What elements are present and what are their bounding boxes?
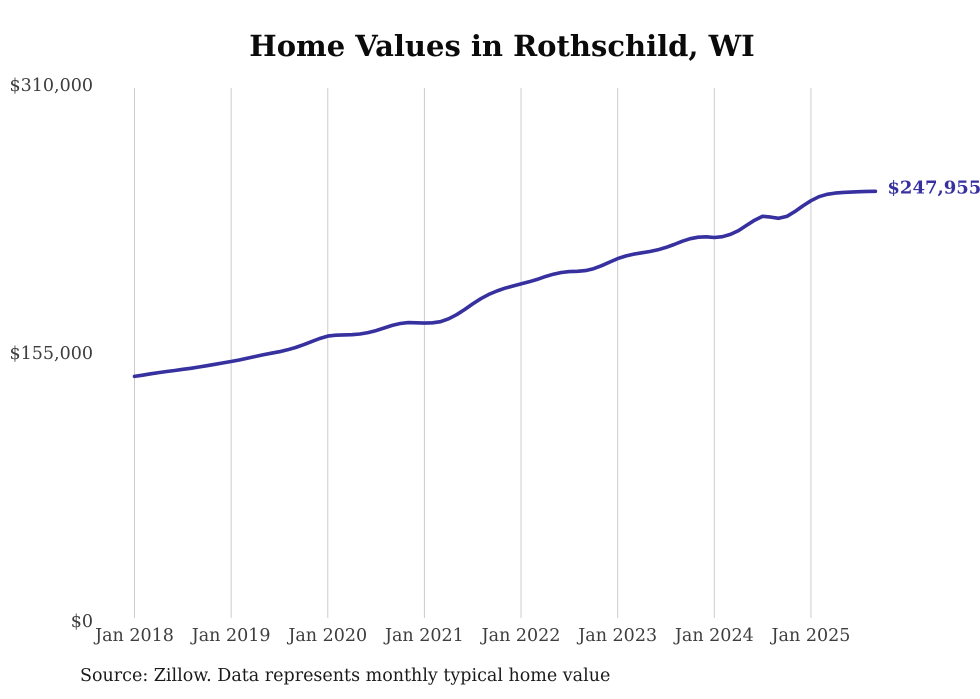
source-note: Source: Zillow. Data represents monthly … <box>80 666 610 686</box>
x-tick-label: Jan 2024 <box>673 626 754 646</box>
home-value-line <box>132 189 878 379</box>
x-tick-label: Jan 2019 <box>190 626 271 646</box>
y-tick-label: $310,000 <box>9 76 93 96</box>
x-tick-label: Jan 2025 <box>770 626 851 646</box>
chart-title: Home Values in Rothschild, WI <box>249 29 754 63</box>
y-tick-label: $155,000 <box>9 344 93 364</box>
x-tick-label: Jan 2022 <box>480 626 561 646</box>
x-tick-label: Jan 2018 <box>93 626 174 646</box>
home-value-series <box>132 189 878 379</box>
current-value-label: $247,955 <box>887 177 980 198</box>
x-axis-labels: Jan 2018 Jan 2019 Jan 2020 Jan 2021 Jan 2022… <box>93 626 850 646</box>
y-tick-label: $0 <box>71 612 93 632</box>
x-tick-label: Jan 2020 <box>286 626 367 646</box>
y-axis-labels: $0 $155,000 $310,000 <box>9 76 93 632</box>
gridlines <box>134 88 812 618</box>
x-tick-label: Jan 2021 <box>383 626 464 646</box>
x-tick-label: Jan 2023 <box>576 626 657 646</box>
